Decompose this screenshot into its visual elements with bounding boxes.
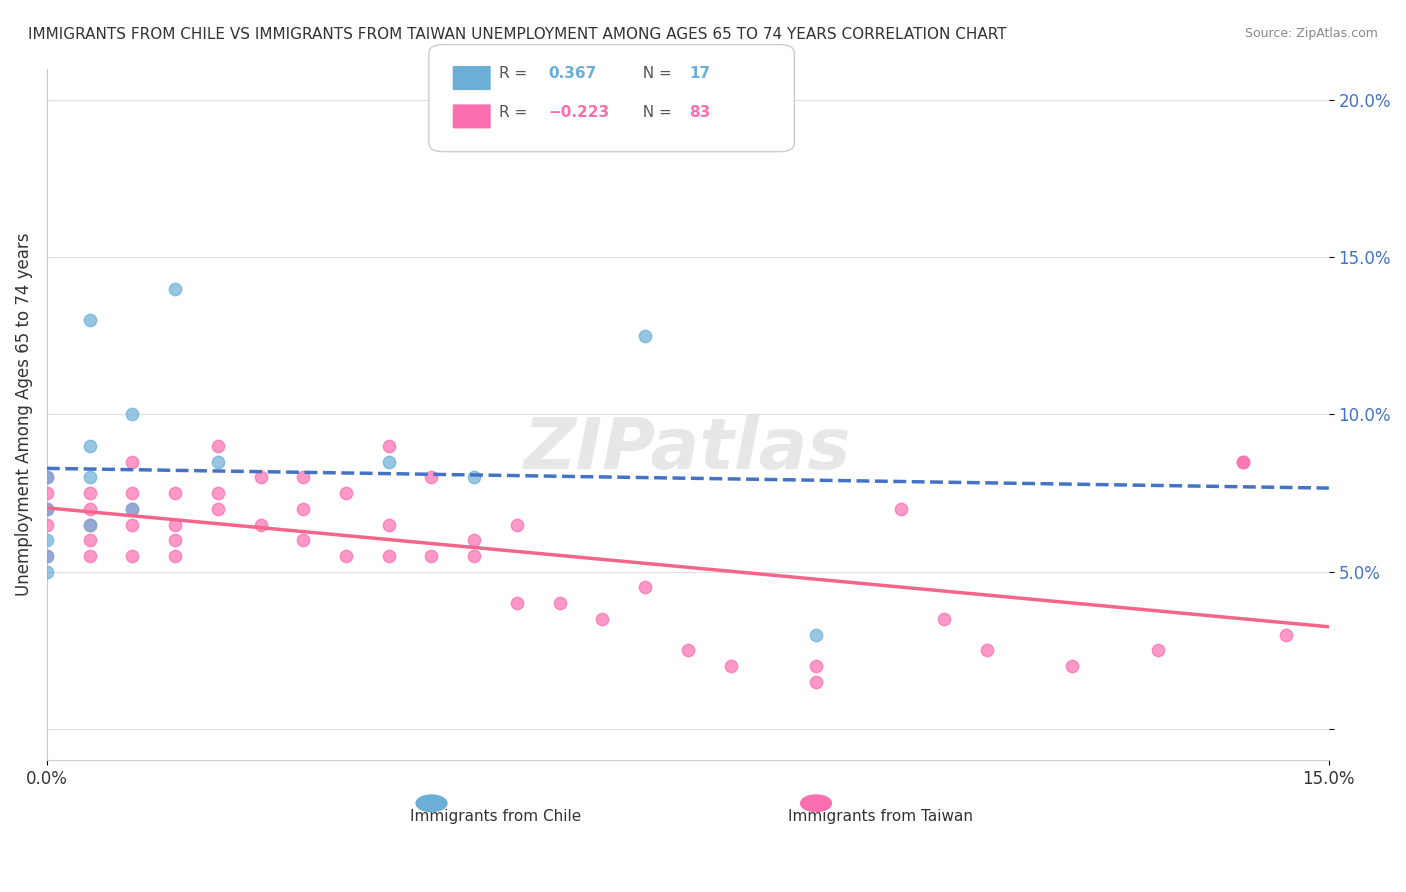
Point [1275,627,1298,641]
Point [35,517,58,532]
Point [35,501,58,516]
Point [335,549,357,563]
Point [1147,643,1170,657]
Text: N =: N = [633,67,676,81]
Point [976,643,998,657]
Point [804,674,827,689]
Point [676,643,699,657]
Text: R =: R = [499,67,533,81]
Point [165,549,187,563]
Point [35,549,58,563]
Point [377,455,399,469]
Point [35,549,58,563]
Point [720,659,742,673]
Circle shape [800,795,831,812]
Point [420,549,443,563]
Point [79,313,101,327]
Point [506,596,529,610]
Point [890,501,912,516]
Point [934,612,956,626]
Point [548,596,571,610]
Point [591,612,613,626]
Text: R =: R = [499,105,533,120]
Point [1062,659,1084,673]
Point [79,517,101,532]
Point [165,517,187,532]
Point [207,486,229,500]
Point [79,533,101,548]
Text: ZIPatlas: ZIPatlas [524,415,852,483]
Point [79,549,101,563]
Point [1232,455,1254,469]
Point [506,517,529,532]
Point [463,470,485,484]
Point [292,533,315,548]
Point [634,328,657,343]
Point [377,517,399,532]
Point [249,517,271,532]
Point [804,659,827,673]
Point [79,517,101,532]
Point [35,470,58,484]
Point [165,486,187,500]
Text: −0.223: −0.223 [548,105,609,120]
Point [79,470,101,484]
Point [79,501,101,516]
Point [35,565,58,579]
Point [121,501,143,516]
Text: 83: 83 [689,105,710,120]
Point [463,533,485,548]
Point [35,470,58,484]
Point [292,501,315,516]
Point [121,486,143,500]
Point [79,486,101,500]
Point [804,627,827,641]
Point [121,501,143,516]
Point [121,455,143,469]
Point [165,282,187,296]
Point [35,486,58,500]
Point [165,533,187,548]
Point [207,501,229,516]
Point [1232,455,1254,469]
Point [121,408,143,422]
Point [420,470,443,484]
Text: N =: N = [633,105,676,120]
Y-axis label: Unemployment Among Ages 65 to 74 years: Unemployment Among Ages 65 to 74 years [15,233,32,596]
Text: 17: 17 [689,67,710,81]
Point [35,501,58,516]
Text: 0.367: 0.367 [548,67,596,81]
Point [79,439,101,453]
Point [249,470,271,484]
Point [463,549,485,563]
Text: Source: ZipAtlas.com: Source: ZipAtlas.com [1244,27,1378,40]
Point [35,533,58,548]
Point [207,439,229,453]
Text: Immigrants from Taiwan: Immigrants from Taiwan [787,809,973,824]
Point [121,549,143,563]
Point [335,486,357,500]
Point [207,455,229,469]
Circle shape [416,795,447,812]
Point [634,581,657,595]
Point [377,439,399,453]
Point [377,549,399,563]
Text: IMMIGRANTS FROM CHILE VS IMMIGRANTS FROM TAIWAN UNEMPLOYMENT AMONG AGES 65 TO 74: IMMIGRANTS FROM CHILE VS IMMIGRANTS FROM… [28,27,1007,42]
Point [292,470,315,484]
Text: Immigrants from Chile: Immigrants from Chile [411,809,581,824]
Point [121,517,143,532]
